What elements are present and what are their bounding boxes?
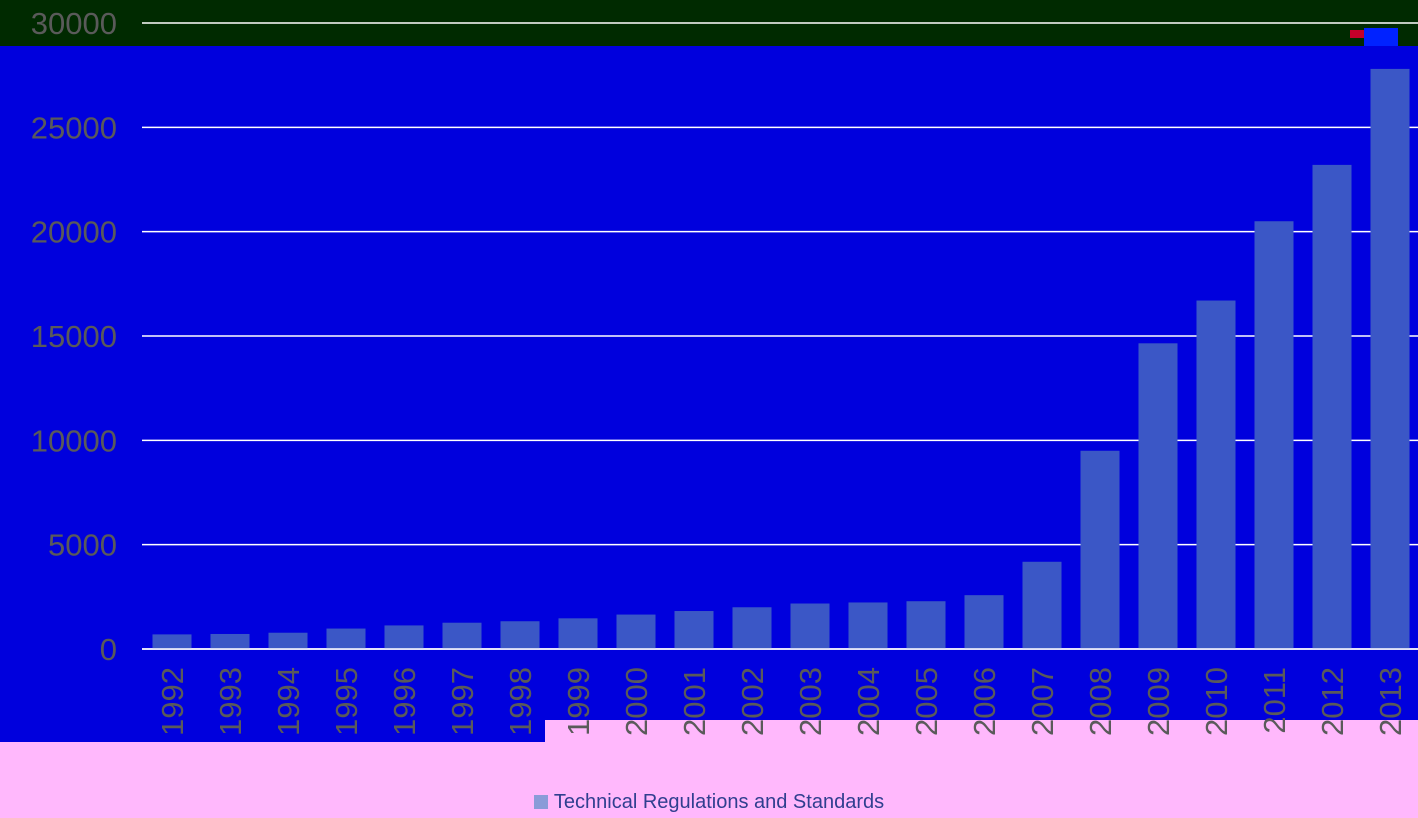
plot-background-extension	[0, 720, 545, 742]
bar-2009	[1138, 343, 1178, 649]
x-tick-label: 2012	[1315, 667, 1350, 736]
bar-1992	[152, 634, 192, 649]
y-tick-label: 20000	[31, 215, 117, 250]
bar-2001	[674, 611, 714, 649]
x-tick-label: 2011	[1257, 667, 1292, 734]
bar-2011	[1254, 221, 1294, 649]
x-tick-label: 1992	[155, 667, 190, 736]
x-tick-label: 1999	[561, 667, 596, 736]
x-tick-label: 2010	[1199, 667, 1234, 736]
y-tick-label: 5000	[48, 528, 117, 563]
bar-2007	[1022, 561, 1062, 649]
bar-1998	[500, 621, 540, 649]
bar-2005	[906, 601, 946, 649]
y-tick-label: 25000	[31, 110, 117, 145]
x-tick-label: 2004	[851, 667, 886, 736]
y-tick-label: 15000	[31, 319, 117, 354]
x-tick-label: 2006	[967, 667, 1002, 736]
bar-2012	[1312, 164, 1352, 650]
legend: Technical Regulations and Standards	[0, 791, 1418, 814]
bar-2010	[1196, 300, 1236, 649]
x-tick-label: 1993	[213, 667, 248, 736]
x-tick-label: 2000	[619, 667, 654, 736]
bar-2006	[964, 595, 1004, 649]
x-tick-label: 1997	[445, 667, 480, 736]
bar-2008	[1080, 450, 1120, 649]
legend-swatch	[533, 795, 548, 809]
bar-2002	[732, 607, 772, 649]
bar-1995	[326, 628, 366, 649]
bar-2004	[848, 602, 888, 649]
y-tick-label: 10000	[31, 423, 117, 458]
x-tick-label: 1995	[329, 667, 364, 736]
x-tick-label: 2007	[1025, 667, 1060, 736]
x-tick-label: 2013	[1373, 667, 1408, 736]
bar-2013	[1370, 68, 1410, 649]
artifact-red	[1350, 30, 1364, 38]
bar-1997	[442, 622, 482, 649]
x-tick-label: 2008	[1083, 667, 1118, 736]
x-tick-label: 2002	[735, 667, 770, 736]
x-tick-label: 1998	[503, 667, 538, 736]
x-tick-label: 2003	[793, 667, 828, 736]
y-tick-label: 30000	[31, 6, 117, 41]
bar-1996	[384, 625, 424, 649]
plot-background	[0, 46, 1418, 720]
bar-2000	[616, 614, 656, 649]
artifact-blue	[1364, 28, 1398, 46]
bar-1999	[558, 618, 598, 649]
legend-label: Technical Regulations and Standards	[553, 791, 885, 813]
y-tick-label: 0	[100, 632, 117, 667]
x-tick-label: 1994	[271, 667, 306, 736]
x-tick-label: 2001	[677, 667, 712, 736]
x-tick-label: 2009	[1141, 667, 1176, 736]
bar-2003	[790, 603, 830, 649]
bar-1993	[210, 633, 250, 649]
bar-1994	[268, 632, 308, 649]
x-tick-label: 1996	[387, 667, 422, 736]
x-tick-label: 2005	[909, 667, 944, 736]
